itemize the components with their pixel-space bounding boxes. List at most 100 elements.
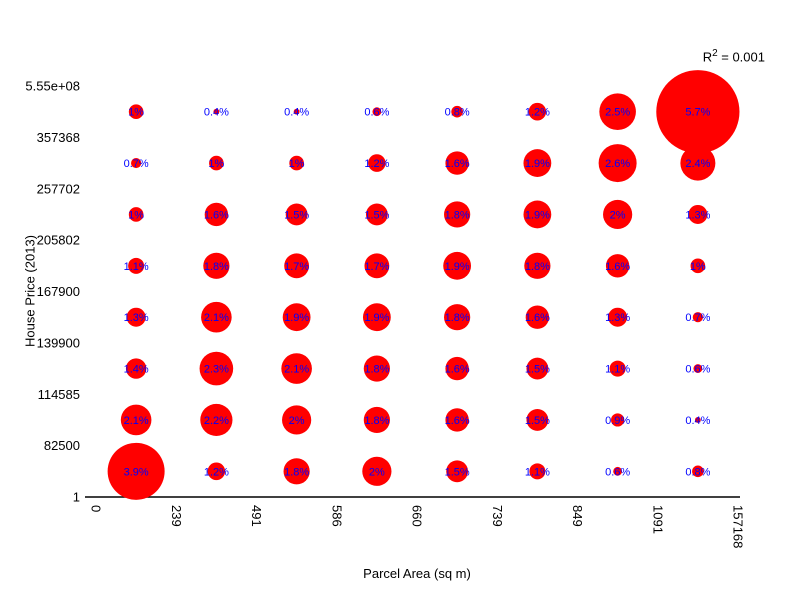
bubble-label: 0.4% bbox=[685, 415, 710, 427]
bubble-label: 2% bbox=[369, 466, 385, 478]
bubble bbox=[363, 355, 390, 382]
bubble bbox=[128, 207, 144, 222]
bubble-label: 2.5% bbox=[605, 107, 630, 119]
bubble-label: 5.7% bbox=[685, 107, 710, 119]
bubble bbox=[443, 251, 472, 280]
bubble-label: 1.1% bbox=[605, 364, 630, 376]
bubble bbox=[445, 356, 469, 381]
bubble-label: 1.9% bbox=[525, 209, 550, 221]
bubble bbox=[445, 408, 469, 432]
bubble-label: 2% bbox=[610, 209, 626, 221]
bubble bbox=[451, 105, 463, 118]
bubble-label: 0.6% bbox=[605, 466, 630, 478]
r-squared-exponent: 2 bbox=[712, 48, 718, 59]
bubble-label: 0.4% bbox=[284, 107, 309, 119]
bubble-label: 2.1% bbox=[284, 364, 309, 376]
bubble bbox=[289, 155, 304, 171]
x-tick-label: 239 bbox=[169, 505, 184, 527]
bubble-label: 0.6% bbox=[364, 107, 389, 119]
bubble bbox=[690, 258, 706, 274]
bubble-label: 1.8% bbox=[445, 312, 470, 324]
bubble bbox=[693, 364, 703, 373]
y-tick-label: 114585 bbox=[38, 387, 80, 402]
x-axis-title: Parcel Area (sq m) bbox=[363, 566, 471, 581]
bubble bbox=[200, 403, 233, 437]
bubble bbox=[694, 417, 701, 423]
bubble-label: 1.2% bbox=[204, 466, 229, 478]
bubble bbox=[207, 462, 226, 481]
bubble bbox=[364, 253, 390, 279]
bubble bbox=[656, 70, 740, 154]
bubble bbox=[525, 305, 550, 329]
bubble bbox=[363, 406, 390, 434]
bubble-label: 1.6% bbox=[445, 415, 470, 427]
bubble-label: 1.7% bbox=[364, 261, 389, 273]
x-tick-label: 1091 bbox=[650, 505, 665, 534]
bubble bbox=[368, 154, 386, 172]
bubble-label: 1.8% bbox=[204, 261, 229, 273]
x-tick-label: 491 bbox=[249, 505, 264, 527]
bubble-label: 1.1% bbox=[124, 261, 149, 273]
bubble-label: 1.5% bbox=[364, 209, 389, 221]
y-tick-label: 205802 bbox=[37, 233, 80, 248]
bubble bbox=[107, 442, 165, 500]
bubble-label: 1.9% bbox=[525, 158, 550, 170]
bubble bbox=[444, 201, 471, 228]
bubble-label: 1.4% bbox=[124, 364, 149, 376]
r-squared-annotation: R2 = 0.001 bbox=[703, 48, 765, 64]
bubble bbox=[688, 204, 708, 224]
bubble bbox=[605, 254, 630, 278]
bubble bbox=[680, 145, 716, 181]
y-tick-label: 257702 bbox=[37, 181, 80, 196]
bubble bbox=[444, 304, 471, 331]
bubble-label: 1.9% bbox=[284, 312, 309, 324]
bubble-label: 1.3% bbox=[685, 209, 710, 221]
bubble bbox=[293, 108, 300, 115]
bubble bbox=[213, 108, 220, 115]
bubble-label: 0.8% bbox=[685, 466, 710, 478]
bubble bbox=[209, 155, 224, 171]
bubble bbox=[611, 413, 625, 427]
bubble-label: 2.1% bbox=[124, 415, 149, 427]
bubble bbox=[528, 102, 547, 121]
bubble-label: 1.5% bbox=[525, 415, 550, 427]
bubble-label: 1.6% bbox=[525, 312, 550, 324]
bubble-label: 1% bbox=[128, 107, 144, 119]
bubble bbox=[446, 460, 469, 483]
r-squared-value: = 0.001 bbox=[717, 49, 765, 65]
bubble bbox=[199, 351, 234, 386]
bubble bbox=[613, 466, 623, 476]
bubble bbox=[372, 107, 382, 117]
bubble bbox=[283, 458, 310, 485]
bubble-label: 1.3% bbox=[124, 312, 149, 324]
bubble bbox=[284, 253, 310, 279]
bubble bbox=[692, 312, 703, 323]
bubble-label: 1.5% bbox=[445, 466, 470, 478]
bubble bbox=[204, 202, 229, 227]
bubble-label: 1.6% bbox=[445, 158, 470, 170]
bubble bbox=[128, 104, 144, 119]
bubble bbox=[524, 252, 551, 279]
bubble-label: 1.8% bbox=[284, 466, 309, 478]
bubble bbox=[526, 409, 549, 431]
bubble-label: 1.8% bbox=[364, 364, 389, 376]
bubble-label: 1.5% bbox=[284, 209, 309, 221]
y-axis-title: House Price (2013) bbox=[22, 235, 38, 347]
bubble-label: 1% bbox=[289, 158, 305, 170]
bubble bbox=[526, 357, 549, 380]
x-tick-label: 739 bbox=[490, 505, 505, 527]
bubble bbox=[523, 149, 552, 177]
bubble bbox=[608, 307, 628, 327]
bubble bbox=[125, 358, 147, 379]
bubble-label: 1.6% bbox=[204, 209, 229, 221]
y-tick-label: 139900 bbox=[37, 335, 80, 350]
bubble-label: 0.7% bbox=[124, 158, 149, 170]
bubble-label: 1.5% bbox=[525, 364, 550, 376]
r-squared-prefix: R bbox=[702, 49, 713, 65]
x-tick-label: 660 bbox=[410, 505, 425, 527]
bubble-label: 1% bbox=[128, 209, 144, 221]
x-tick-label: 586 bbox=[329, 505, 344, 527]
bubble bbox=[599, 93, 636, 130]
bubble-label: 2.3% bbox=[204, 364, 229, 376]
